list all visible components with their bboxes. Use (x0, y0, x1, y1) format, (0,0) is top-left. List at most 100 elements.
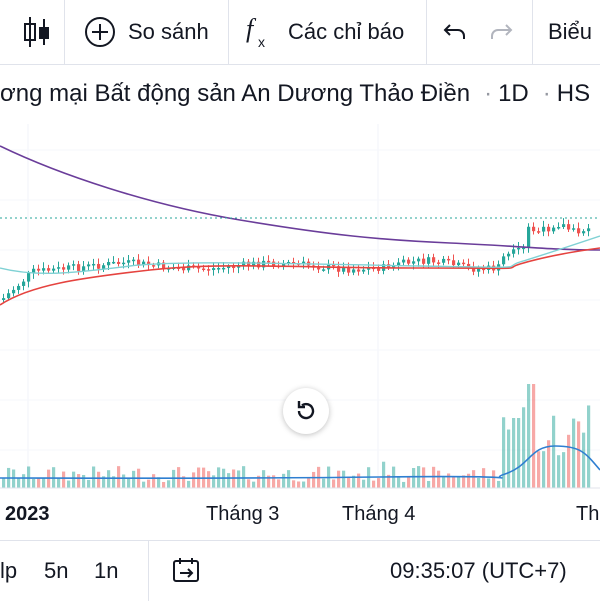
candle-body (147, 261, 151, 266)
candle-body (242, 261, 246, 266)
candle-body (237, 265, 241, 268)
time-label-thang-4: Tháng 4 (342, 503, 415, 525)
candle-body (422, 258, 426, 264)
volume-bar (227, 473, 231, 488)
candle-body (467, 263, 471, 267)
toolbar-divider (426, 0, 427, 64)
volume-bar (207, 471, 211, 488)
volume-bar (277, 479, 281, 488)
volume-bar (312, 471, 316, 488)
volume-bar (442, 476, 446, 488)
candle-body (212, 268, 216, 271)
ma-long-line (0, 145, 600, 251)
volume-bar (2, 478, 6, 488)
volume-bar (562, 452, 566, 488)
candle-body (397, 262, 401, 266)
candle-body (267, 260, 271, 263)
volume-bar (457, 476, 461, 488)
candle-body (62, 267, 66, 270)
volume-bar (242, 466, 246, 488)
volume-bar (357, 473, 361, 488)
indicators-button[interactable]: f x Các chỉ báo (246, 0, 404, 64)
volume-bar (112, 476, 116, 488)
candle-body (337, 266, 341, 272)
volume-bar (117, 466, 121, 488)
candle-body (77, 264, 81, 271)
symbol-interval: 1D (498, 80, 529, 107)
refresh-icon (297, 401, 315, 420)
candle-body (462, 262, 466, 265)
volume-bar (87, 479, 91, 488)
candle-body (27, 273, 31, 282)
range-button-lp[interactable]: lp (0, 558, 18, 583)
volume-bar (512, 418, 516, 488)
candle-body (362, 269, 366, 272)
reset-chart-button[interactable] (283, 388, 329, 434)
volume-bar (377, 478, 381, 488)
candle-body (47, 268, 51, 271)
volume-bar (152, 474, 156, 488)
candle-body (207, 269, 211, 271)
undo-icon[interactable] (442, 0, 468, 64)
candle-body (392, 265, 396, 268)
redo-icon[interactable] (488, 0, 514, 64)
volume-bar (407, 477, 411, 488)
time-label-thang-3: Tháng 3 (206, 503, 279, 525)
clock-time[interactable]: 09:35:07 (UTC+7) (390, 558, 567, 583)
toolbar-divider (64, 0, 65, 64)
top-toolbar: So sánh f x Các chỉ báo Biểu (0, 0, 600, 65)
volume-bar (462, 475, 466, 488)
range-button-1n[interactable]: 1n (94, 558, 119, 583)
candle-body (347, 266, 351, 273)
candlestick-icon[interactable] (22, 0, 52, 64)
volume-bar (252, 481, 256, 488)
candle-body (227, 266, 231, 269)
symbol-legend[interactable]: ơng mại Bất động sản An Dương Thảo Điền ·… (0, 64, 600, 124)
volume-bar (507, 429, 511, 488)
candle-body (72, 264, 76, 266)
volume-bar (257, 475, 261, 488)
volume-bar (342, 470, 346, 488)
chart-type-button[interactable]: Biểu (548, 0, 592, 64)
volume-bar (272, 475, 276, 488)
candle-body (477, 268, 481, 272)
compare-label: So sánh (128, 19, 209, 44)
candle-body (7, 293, 11, 299)
candle-body (587, 228, 591, 232)
candle-body (182, 267, 186, 271)
volume-bar (567, 434, 571, 488)
candle-body (582, 231, 586, 234)
volume-bar (332, 479, 336, 488)
candle-body (112, 261, 116, 264)
volume-bar (32, 478, 36, 488)
volume-bar (247, 479, 251, 488)
volume-bar (307, 478, 311, 488)
candle-body (257, 261, 261, 268)
volume-bar (97, 471, 101, 488)
candle-body (262, 260, 266, 268)
range-button-5n[interactable]: 5n (44, 558, 69, 583)
candle-body (97, 263, 101, 269)
volume-bar (182, 476, 186, 488)
candle-body (252, 261, 256, 266)
go-to-date-icon[interactable] (172, 541, 202, 601)
volume-bar (487, 478, 491, 488)
volume-bar (292, 480, 296, 488)
separator-dot: · (484, 80, 493, 107)
candle-body (547, 226, 551, 232)
volume-bar (447, 473, 451, 488)
volume-bar (387, 474, 391, 488)
candle-body (152, 265, 156, 267)
price-chart[interactable]: 2023 Tháng 3 Tháng 4 Th (0, 124, 600, 540)
candle-body (2, 298, 6, 300)
bottom-divider (148, 541, 149, 601)
volume-bar (92, 466, 96, 488)
candle-body (417, 258, 421, 262)
candle-body (317, 267, 321, 270)
volume-bar (362, 479, 366, 488)
candle-body (117, 261, 121, 264)
volume-bar (322, 478, 326, 488)
compare-button[interactable]: So sánh (84, 0, 209, 64)
volume-bar (492, 470, 496, 488)
candle-body (92, 263, 96, 266)
